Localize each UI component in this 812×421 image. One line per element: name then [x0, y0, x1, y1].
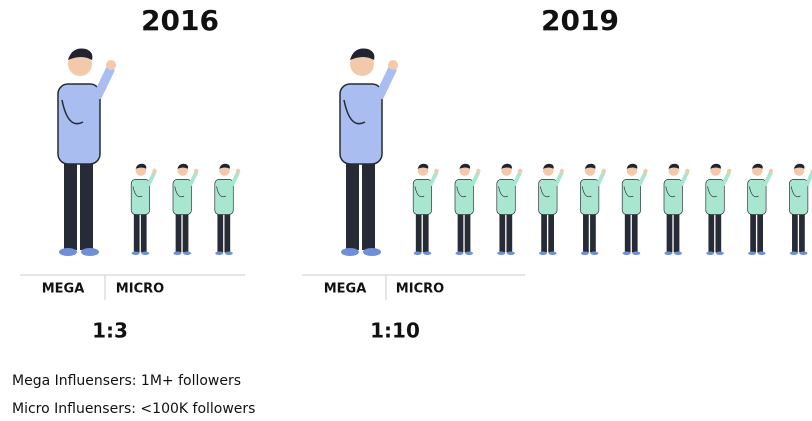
micro-figure — [129, 161, 159, 258]
micro-figure — [787, 161, 812, 258]
mega-label: MEGA — [42, 282, 85, 297]
ratio: 1:3 — [92, 319, 128, 343]
mega-figure — [58, 48, 116, 256]
legend-text: Micro Influensers: <100K followers — [12, 401, 255, 417]
micro-figure — [536, 161, 567, 258]
micro-label: MICRO — [116, 282, 164, 297]
year: 2016 — [141, 4, 219, 37]
micro-figure — [171, 161, 201, 258]
mega-figure — [340, 48, 398, 256]
legend-text: Mega Influensers: 1M+ followers — [12, 373, 241, 389]
micro-figure — [453, 161, 483, 258]
figures — [58, 48, 812, 256]
micro-figure — [212, 161, 243, 258]
micro-figure — [494, 161, 525, 258]
micro-figure — [703, 161, 734, 258]
micro-figure — [745, 161, 776, 258]
micro-figure — [578, 161, 608, 258]
micro-figure — [662, 161, 692, 258]
micro-label: MICRO — [396, 282, 444, 297]
year: 2019 — [541, 4, 619, 37]
micro-figure — [620, 161, 650, 258]
ratio: 1:10 — [370, 319, 420, 343]
mega-label: MEGA — [324, 282, 367, 297]
micro-figure — [411, 161, 441, 258]
